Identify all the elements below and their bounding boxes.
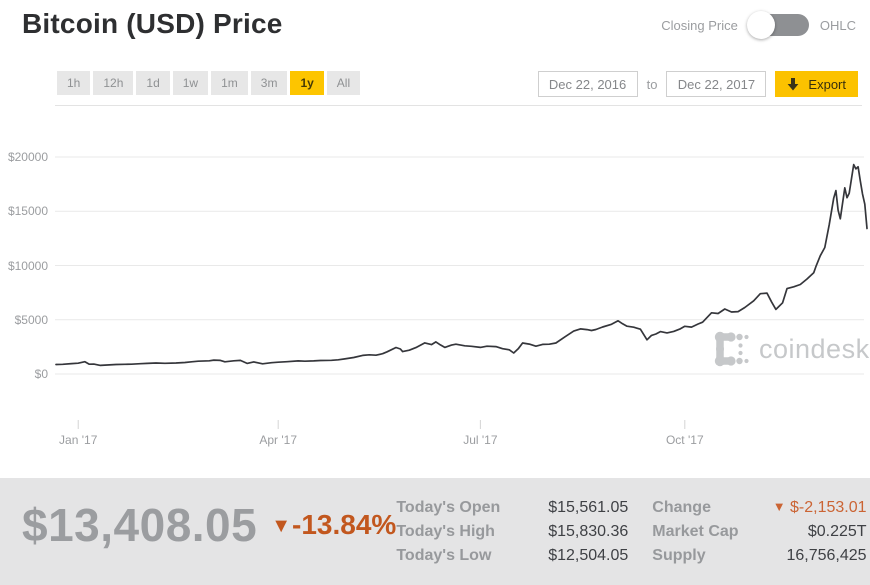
- to-label: to: [646, 76, 658, 92]
- price-line: [55, 163, 868, 367]
- y-axis-label: $5000: [14, 312, 48, 327]
- change-value: ▼ $-2,153.01: [772, 498, 867, 516]
- y-axis-label: $10000: [7, 258, 48, 273]
- current-price: $13,408.05: [22, 498, 258, 551]
- supply-value: 16,756,425: [786, 546, 867, 564]
- x-axis-ticks: [77, 420, 686, 429]
- down-triangle-icon: ▼: [271, 514, 292, 537]
- range-button-1d[interactable]: 1d: [136, 71, 170, 95]
- x-axis-label: Oct '17: [665, 433, 704, 447]
- toggle-knob[interactable]: [746, 11, 775, 39]
- price-mode-toggle-switch[interactable]: [746, 11, 809, 39]
- y-axis-label: $20000: [7, 150, 48, 164]
- toggle-label-ohlc: OHLC: [819, 17, 856, 33]
- coindesk-logo-icon: [714, 331, 749, 367]
- down-triangle-icon: ▼: [772, 498, 786, 514]
- stats-table-right: Change ▼ $-2,153.01 Market Cap $0.225T S…: [652, 499, 866, 565]
- range-button-1y[interactable]: 1y: [290, 71, 324, 95]
- gridlines: [55, 156, 864, 375]
- date-from-input[interactable]: [537, 71, 638, 97]
- stats-table-left: Today's Open $15,561.05 Today's High $15…: [396, 499, 628, 565]
- export-label: Export: [808, 76, 846, 92]
- export-button[interactable]: Export: [775, 71, 858, 97]
- change-label: Change: [652, 498, 711, 516]
- coindesk-watermark: coindesk: [712, 329, 870, 369]
- stats-columns: Today's Open $15,561.05 Today's High $15…: [396, 499, 866, 565]
- range-button-1w[interactable]: 1w: [172, 71, 209, 95]
- chart-svg[interactable]: [0, 120, 870, 465]
- market-cap-value: $0.225T: [807, 522, 867, 540]
- x-axis-label: Jul '17: [463, 433, 498, 447]
- todays-low-label: Today's Low: [396, 546, 492, 564]
- price-mode-toggle-group: Closing Price OHLC: [661, 11, 856, 39]
- toggle-label-closing-price: Closing Price: [661, 17, 738, 33]
- range-button-3m[interactable]: 3m: [250, 71, 288, 95]
- range-button-1m[interactable]: 1m: [211, 71, 248, 95]
- current-price-block: $13,408.05 ▼-13.84%: [22, 498, 396, 552]
- todays-open-label: Today's Open: [396, 498, 501, 516]
- range-button-1h[interactable]: 1h: [57, 71, 91, 95]
- download-arrow-icon: [788, 77, 799, 90]
- todays-open-value: $15,561.05: [548, 498, 629, 516]
- market-cap-label: Market Cap: [652, 522, 739, 540]
- watermark-text: coindesk: [759, 333, 870, 364]
- range-buttons: 1h 12h 1d 1w 1m 3m 1y All: [57, 71, 361, 95]
- range-button-12h[interactable]: 12h: [93, 71, 134, 95]
- y-axis-label: $15000: [7, 204, 48, 219]
- todays-low-value: $12,504.05: [548, 546, 629, 564]
- stats-bar: $13,408.05 ▼-13.84% Today's Open $15,561…: [0, 478, 870, 585]
- price-change-percent: ▼-13.84%: [271, 508, 397, 540]
- todays-high-value: $15,830.36: [548, 522, 629, 540]
- page-title: Bitcoin (USD) Price: [22, 8, 283, 39]
- y-axis-label: $0: [34, 367, 48, 381]
- date-range-group: to Export: [537, 71, 858, 97]
- date-to-input[interactable]: [666, 71, 767, 97]
- supply-label: Supply: [652, 546, 706, 564]
- todays-high-label: Today's High: [396, 522, 495, 540]
- x-axis-label: Apr '17: [259, 433, 298, 447]
- header-separator: [55, 105, 862, 106]
- x-axis-label: Jan '17: [59, 433, 98, 447]
- price-chart: coindesk $0 $5000 $10000 $15000 $20000 Jan '1…: [0, 120, 870, 465]
- range-button-all[interactable]: All: [326, 71, 361, 95]
